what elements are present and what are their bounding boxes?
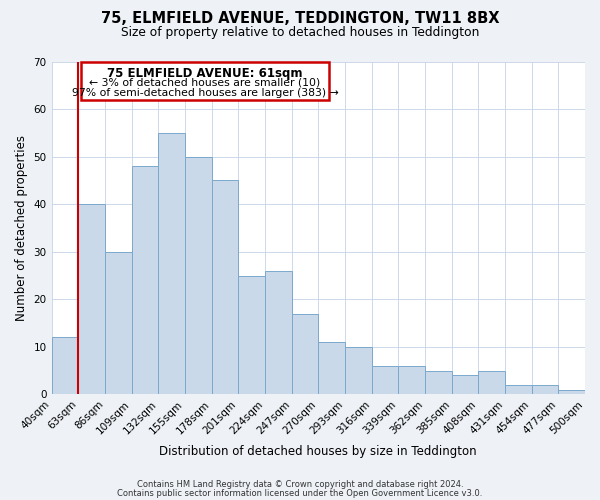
Bar xyxy=(52,338,78,394)
FancyBboxPatch shape xyxy=(81,62,329,100)
Bar xyxy=(532,385,559,394)
Bar xyxy=(505,385,532,394)
Text: Contains public sector information licensed under the Open Government Licence v3: Contains public sector information licen… xyxy=(118,488,482,498)
Bar xyxy=(212,180,238,394)
Bar xyxy=(371,366,398,394)
X-axis label: Distribution of detached houses by size in Teddington: Distribution of detached houses by size … xyxy=(160,444,477,458)
Bar xyxy=(78,204,105,394)
Bar xyxy=(265,271,292,394)
Bar xyxy=(105,252,131,394)
Text: Size of property relative to detached houses in Teddington: Size of property relative to detached ho… xyxy=(121,26,479,39)
Bar xyxy=(345,347,371,395)
Bar xyxy=(318,342,345,394)
Bar xyxy=(425,370,452,394)
Text: 97% of semi-detached houses are larger (383) →: 97% of semi-detached houses are larger (… xyxy=(71,88,338,98)
Bar xyxy=(478,370,505,394)
Bar xyxy=(185,156,212,394)
Bar xyxy=(158,133,185,394)
Bar xyxy=(559,390,585,394)
Bar xyxy=(292,314,318,394)
Text: Contains HM Land Registry data © Crown copyright and database right 2024.: Contains HM Land Registry data © Crown c… xyxy=(137,480,463,489)
Text: 75, ELMFIELD AVENUE, TEDDINGTON, TW11 8BX: 75, ELMFIELD AVENUE, TEDDINGTON, TW11 8B… xyxy=(101,11,499,26)
Bar xyxy=(238,276,265,394)
Y-axis label: Number of detached properties: Number of detached properties xyxy=(15,135,28,321)
Text: 75 ELMFIELD AVENUE: 61sqm: 75 ELMFIELD AVENUE: 61sqm xyxy=(107,66,302,80)
Text: ← 3% of detached houses are smaller (10): ← 3% of detached houses are smaller (10) xyxy=(89,77,320,87)
Bar xyxy=(131,166,158,394)
Bar xyxy=(452,376,478,394)
Bar xyxy=(398,366,425,394)
